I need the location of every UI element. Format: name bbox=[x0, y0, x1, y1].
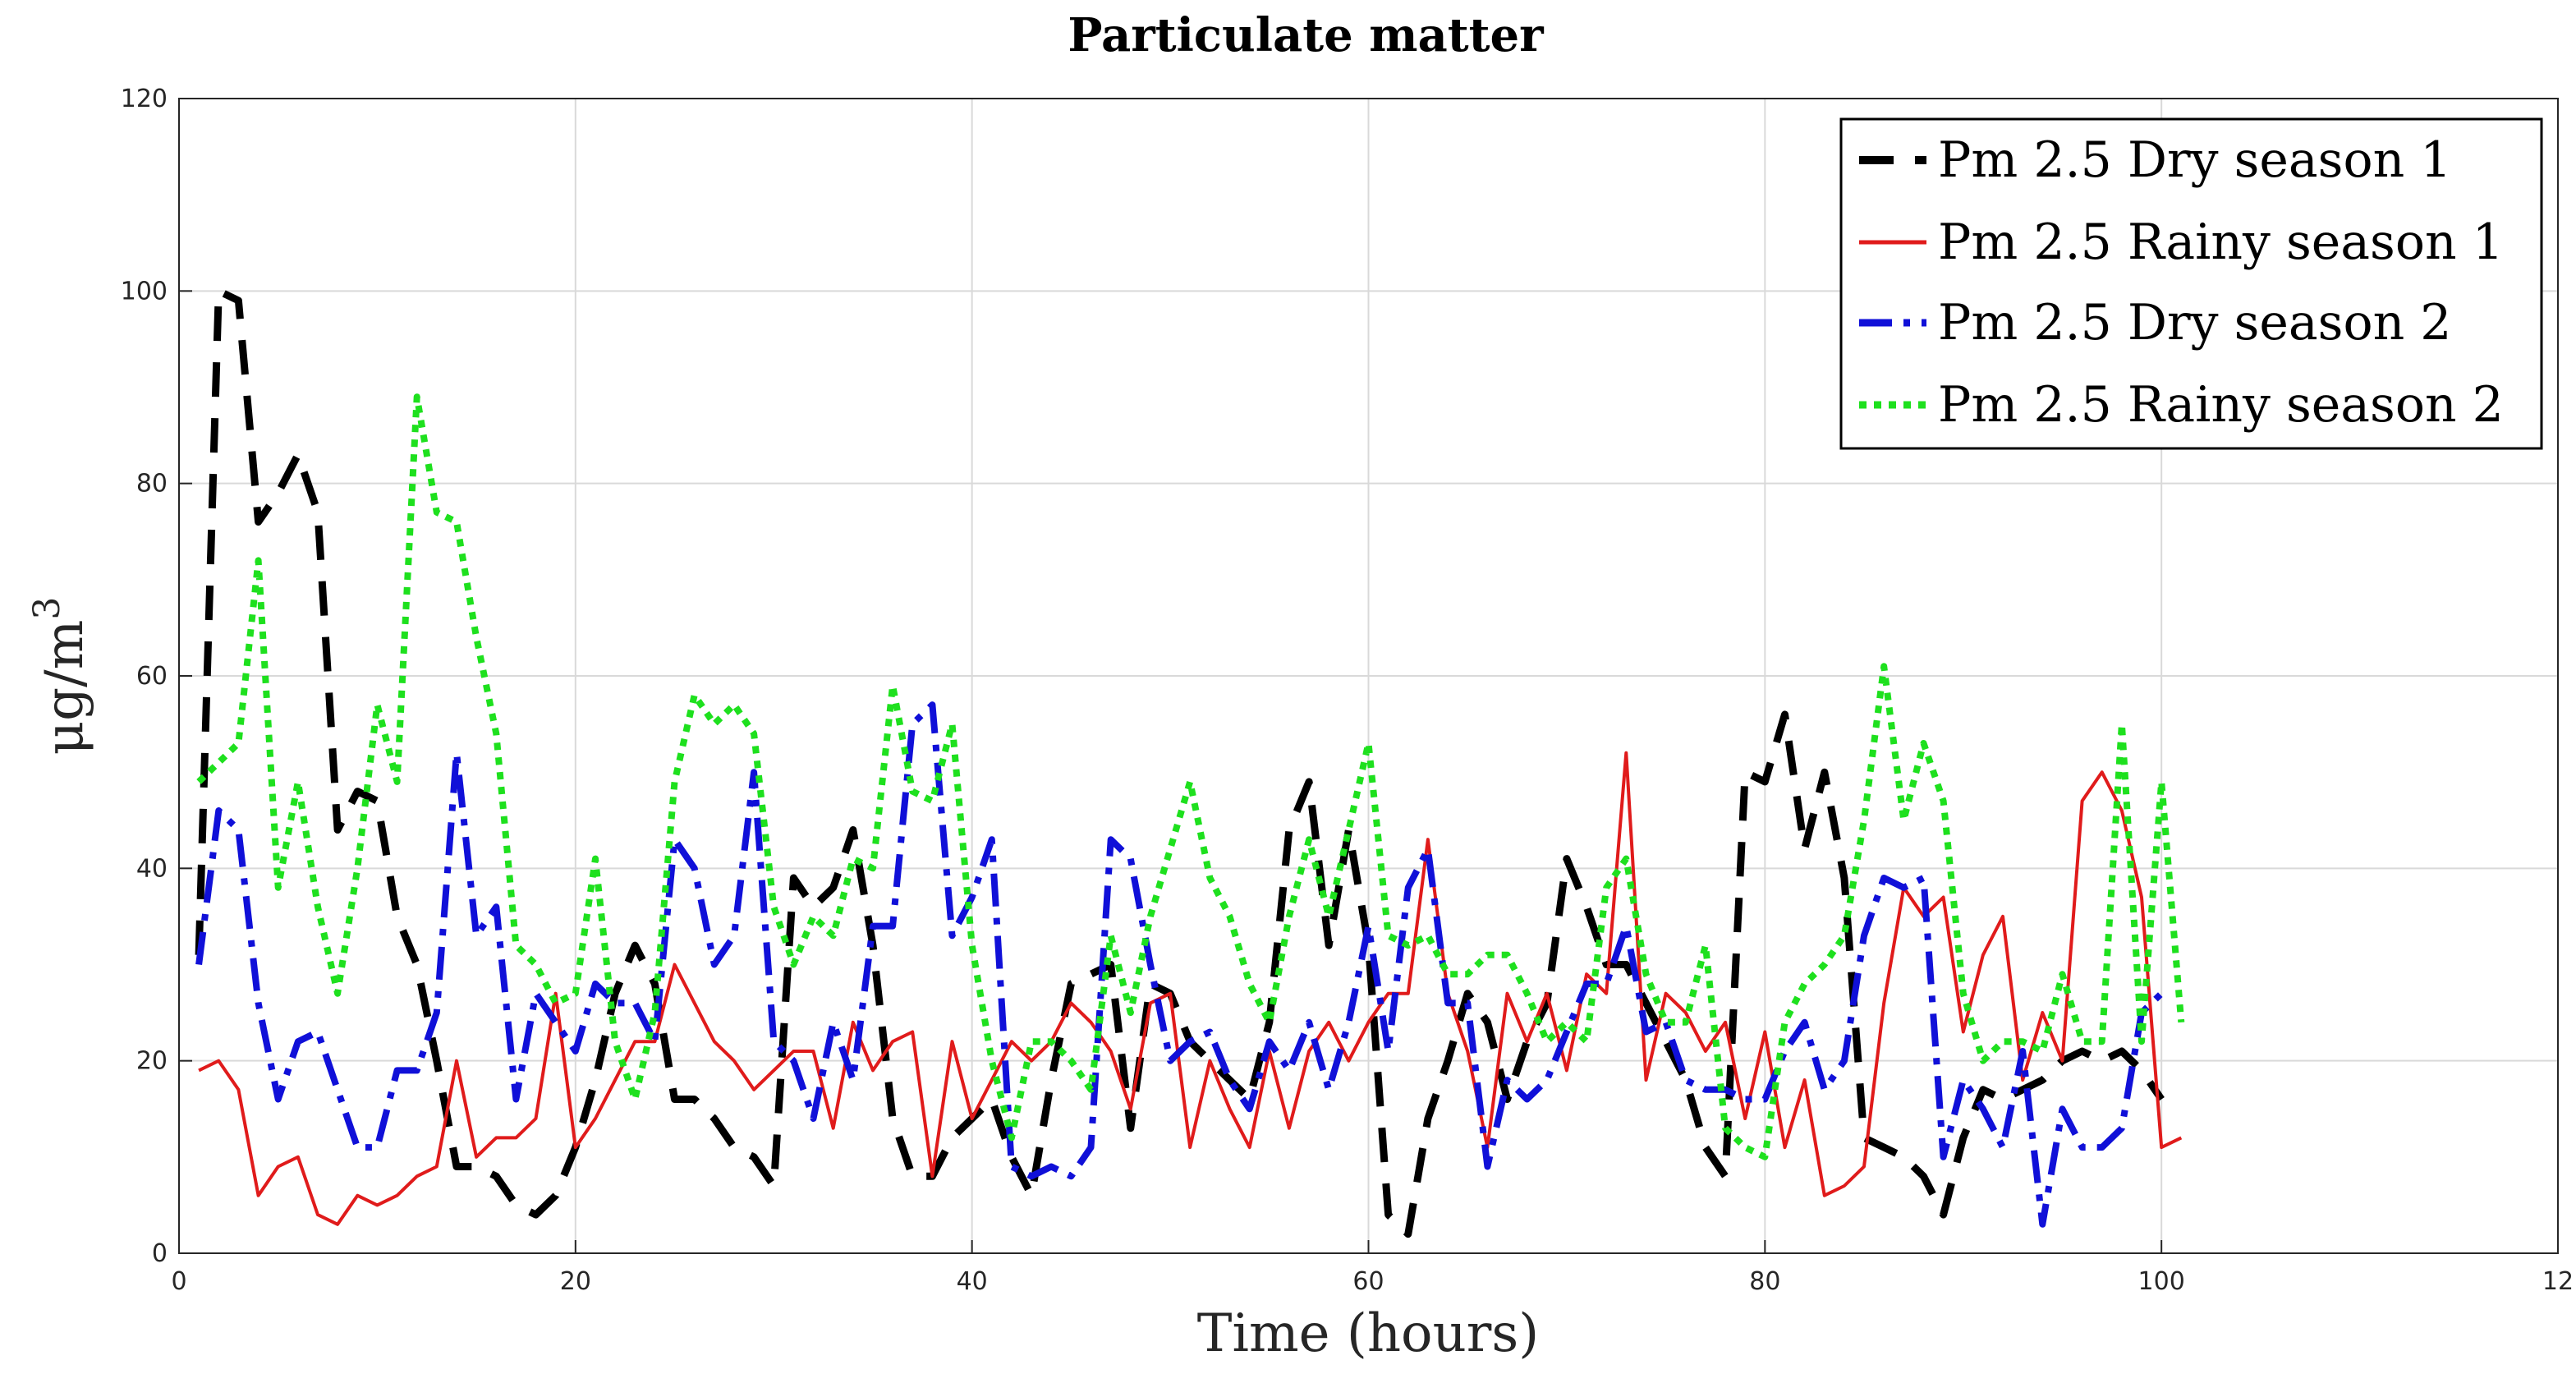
series-line-4 bbox=[196, 393, 2185, 1160]
y-tick-label: 120 bbox=[121, 85, 168, 113]
y-axis-label: μg/m3 bbox=[26, 597, 95, 756]
y-axis-label-main: μg/m bbox=[34, 620, 95, 756]
legend-label-4: Pm 2.5 Rainy season 2 bbox=[1938, 376, 2504, 434]
y-tick-label: 100 bbox=[121, 277, 168, 306]
x-tick-label: 0 bbox=[171, 1267, 186, 1296]
x-tick-label: 12 bbox=[2542, 1267, 2574, 1296]
y-tick-label: 60 bbox=[136, 662, 168, 691]
y-tick-label: 40 bbox=[136, 854, 168, 883]
y-axis-label-superscript: 3 bbox=[26, 597, 68, 620]
series-line-3 bbox=[195, 701, 2164, 1228]
x-tick-label: 60 bbox=[1352, 1267, 1384, 1296]
x-tick-label: 80 bbox=[1749, 1267, 1780, 1296]
series-line-1 bbox=[195, 287, 2165, 1238]
y-tick-label: 80 bbox=[136, 470, 168, 499]
legend-label-1: Pm 2.5 Dry season 1 bbox=[1938, 131, 2451, 189]
x-tick-label: 40 bbox=[957, 1267, 988, 1296]
chart-title: Particulate matter bbox=[1068, 8, 1545, 62]
x-axis-label: Time (hours) bbox=[1197, 1303, 1539, 1364]
x-tick-label: 100 bbox=[2138, 1267, 2185, 1296]
legend-label-3: Pm 2.5 Dry season 2 bbox=[1938, 294, 2451, 351]
legend-box bbox=[1839, 117, 2543, 450]
y-tick-label: 20 bbox=[136, 1047, 168, 1076]
series-lines bbox=[195, 287, 2185, 1238]
series-line-2 bbox=[198, 751, 2183, 1226]
x-tick-label: 20 bbox=[560, 1267, 591, 1296]
y-axis-label-group: μg/m3 bbox=[26, 597, 95, 756]
y-tick-label: 0 bbox=[152, 1239, 168, 1268]
legend-label-2: Pm 2.5 Rainy season 1 bbox=[1938, 214, 2504, 271]
legend: Pm 2.5 Dry season 1 Pm 2.5 Rainy season 1… bbox=[1839, 117, 2543, 450]
